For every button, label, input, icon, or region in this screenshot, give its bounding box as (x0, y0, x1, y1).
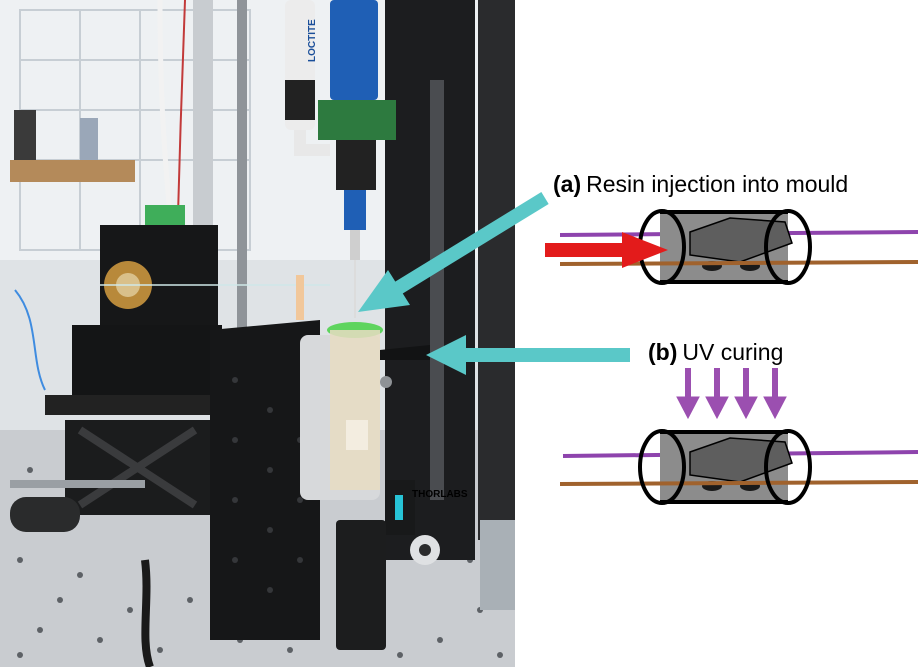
uv-arrow-2 (705, 368, 729, 420)
table-holes (17, 452, 503, 658)
step-b-label: (b) UV curing (648, 339, 783, 366)
step-b-text: UV curing (682, 339, 784, 365)
step-b-tag: (b) (648, 339, 678, 365)
dispensing-valve (330, 0, 378, 100)
uv-arrows (676, 368, 787, 420)
setup-photo-drawing: LOCTITE (0, 0, 515, 667)
mould-schematic-b (559, 429, 919, 505)
step-a-tag: (a) (553, 171, 582, 197)
fiber-brown-b (559, 480, 919, 486)
cartridge-stamp: LOCTITE (307, 19, 318, 62)
setup-photo: LOCTITE (0, 0, 515, 667)
syringe-body (330, 330, 380, 490)
shelf (10, 160, 135, 182)
controller (336, 520, 386, 650)
injection-arrow (545, 232, 668, 268)
stage-stamp: THORLABS (412, 489, 468, 500)
mould-schematic-a (545, 209, 919, 285)
pointer-arrow-b (426, 335, 630, 375)
step-a-label: (a) Resin injection into mould (553, 171, 848, 198)
uv-arrow-1 (676, 368, 700, 420)
pointer-arrow-a (358, 192, 549, 312)
uv-arrow-4 (763, 368, 787, 420)
uv-arrow-3 (734, 368, 758, 420)
step-a-text: Resin injection into mould (586, 171, 849, 197)
fiber-brown-a (559, 260, 919, 266)
